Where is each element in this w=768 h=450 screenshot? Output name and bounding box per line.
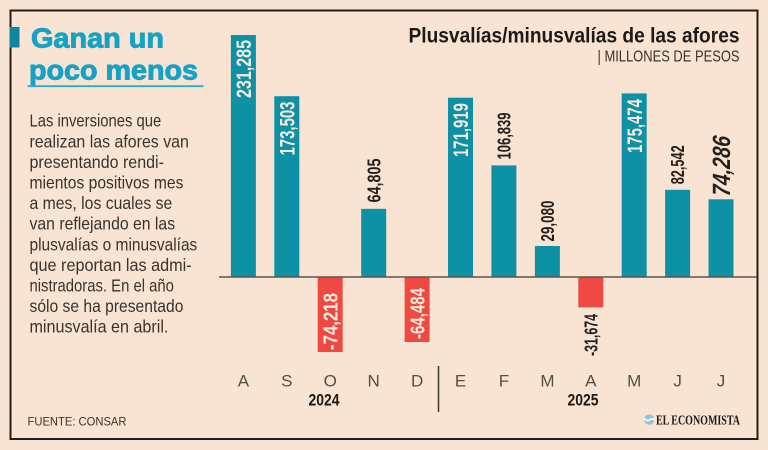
svg-text:O: O [324, 372, 337, 391]
svg-text:106,839: 106,839 [495, 113, 515, 160]
svg-text:231,285: 231,285 [233, 40, 256, 98]
svg-text:Las inversiones que: Las inversiones que [30, 111, 162, 131]
svg-text:N: N [368, 372, 380, 391]
svg-text:plusvalías o minusvalías: plusvalías o minusvalías [30, 234, 198, 254]
svg-text:173,503: 173,503 [277, 102, 300, 156]
svg-text:2025: 2025 [568, 391, 599, 410]
svg-text:E: E [455, 372, 466, 391]
svg-text:FUENTE: CONSAR: FUENTE: CONSAR [28, 415, 127, 429]
svg-text:A: A [585, 372, 597, 391]
svg-text:nistradoras. En el año: nistradoras. En el año [30, 276, 174, 296]
svg-text:2024: 2024 [309, 391, 340, 410]
svg-text:M: M [627, 372, 641, 391]
svg-text:poco menos: poco menos [29, 55, 198, 86]
svg-text:175,474: 175,474 [624, 99, 647, 153]
svg-text:Ganan un: Ganan un [31, 23, 164, 54]
svg-text:82,542: 82,542 [668, 145, 688, 184]
svg-text:-31,674: -31,674 [581, 314, 601, 356]
svg-text:presentando rendi-: presentando rendi- [30, 152, 165, 172]
svg-text:74,286: 74,286 [708, 134, 736, 197]
svg-text:EL ECONOMISTA: EL ECONOMISTA [656, 413, 740, 428]
svg-text:J: J [673, 372, 682, 391]
svg-text:M: M [540, 372, 554, 391]
svg-text:171,919: 171,919 [450, 103, 473, 157]
svg-text:minusvalía en abril.: minusvalía en abril. [30, 317, 169, 337]
svg-text:sólo se ha presentado: sólo se ha presentado [30, 296, 184, 316]
svg-text:realizan las afores van: realizan las afores van [30, 131, 189, 151]
svg-text:Plusvalías/minusvalías de las: Plusvalías/minusvalías de las afores [409, 25, 740, 48]
svg-text:| MILLONES DE PESOS: | MILLONES DE PESOS [598, 49, 740, 66]
svg-text:S: S [281, 372, 292, 391]
svg-text:-64,484: -64,484 [407, 287, 429, 339]
svg-text:J: J [717, 372, 726, 391]
svg-text:a mes, los cuales se: a mes, los cuales se [30, 193, 173, 213]
svg-text:A: A [238, 372, 250, 391]
svg-text:mientos positivos mes: mientos positivos mes [30, 173, 184, 193]
svg-text:64,805: 64,805 [364, 159, 384, 203]
svg-text:-74,218: -74,218 [321, 293, 343, 350]
svg-text:29,080: 29,080 [538, 201, 558, 242]
svg-text:D: D [411, 372, 423, 391]
svg-text:que reportan las admi-: que reportan las admi- [30, 255, 192, 275]
svg-text:F: F [499, 372, 509, 391]
svg-text:van reflejando en las: van reflejando en las [30, 214, 176, 234]
